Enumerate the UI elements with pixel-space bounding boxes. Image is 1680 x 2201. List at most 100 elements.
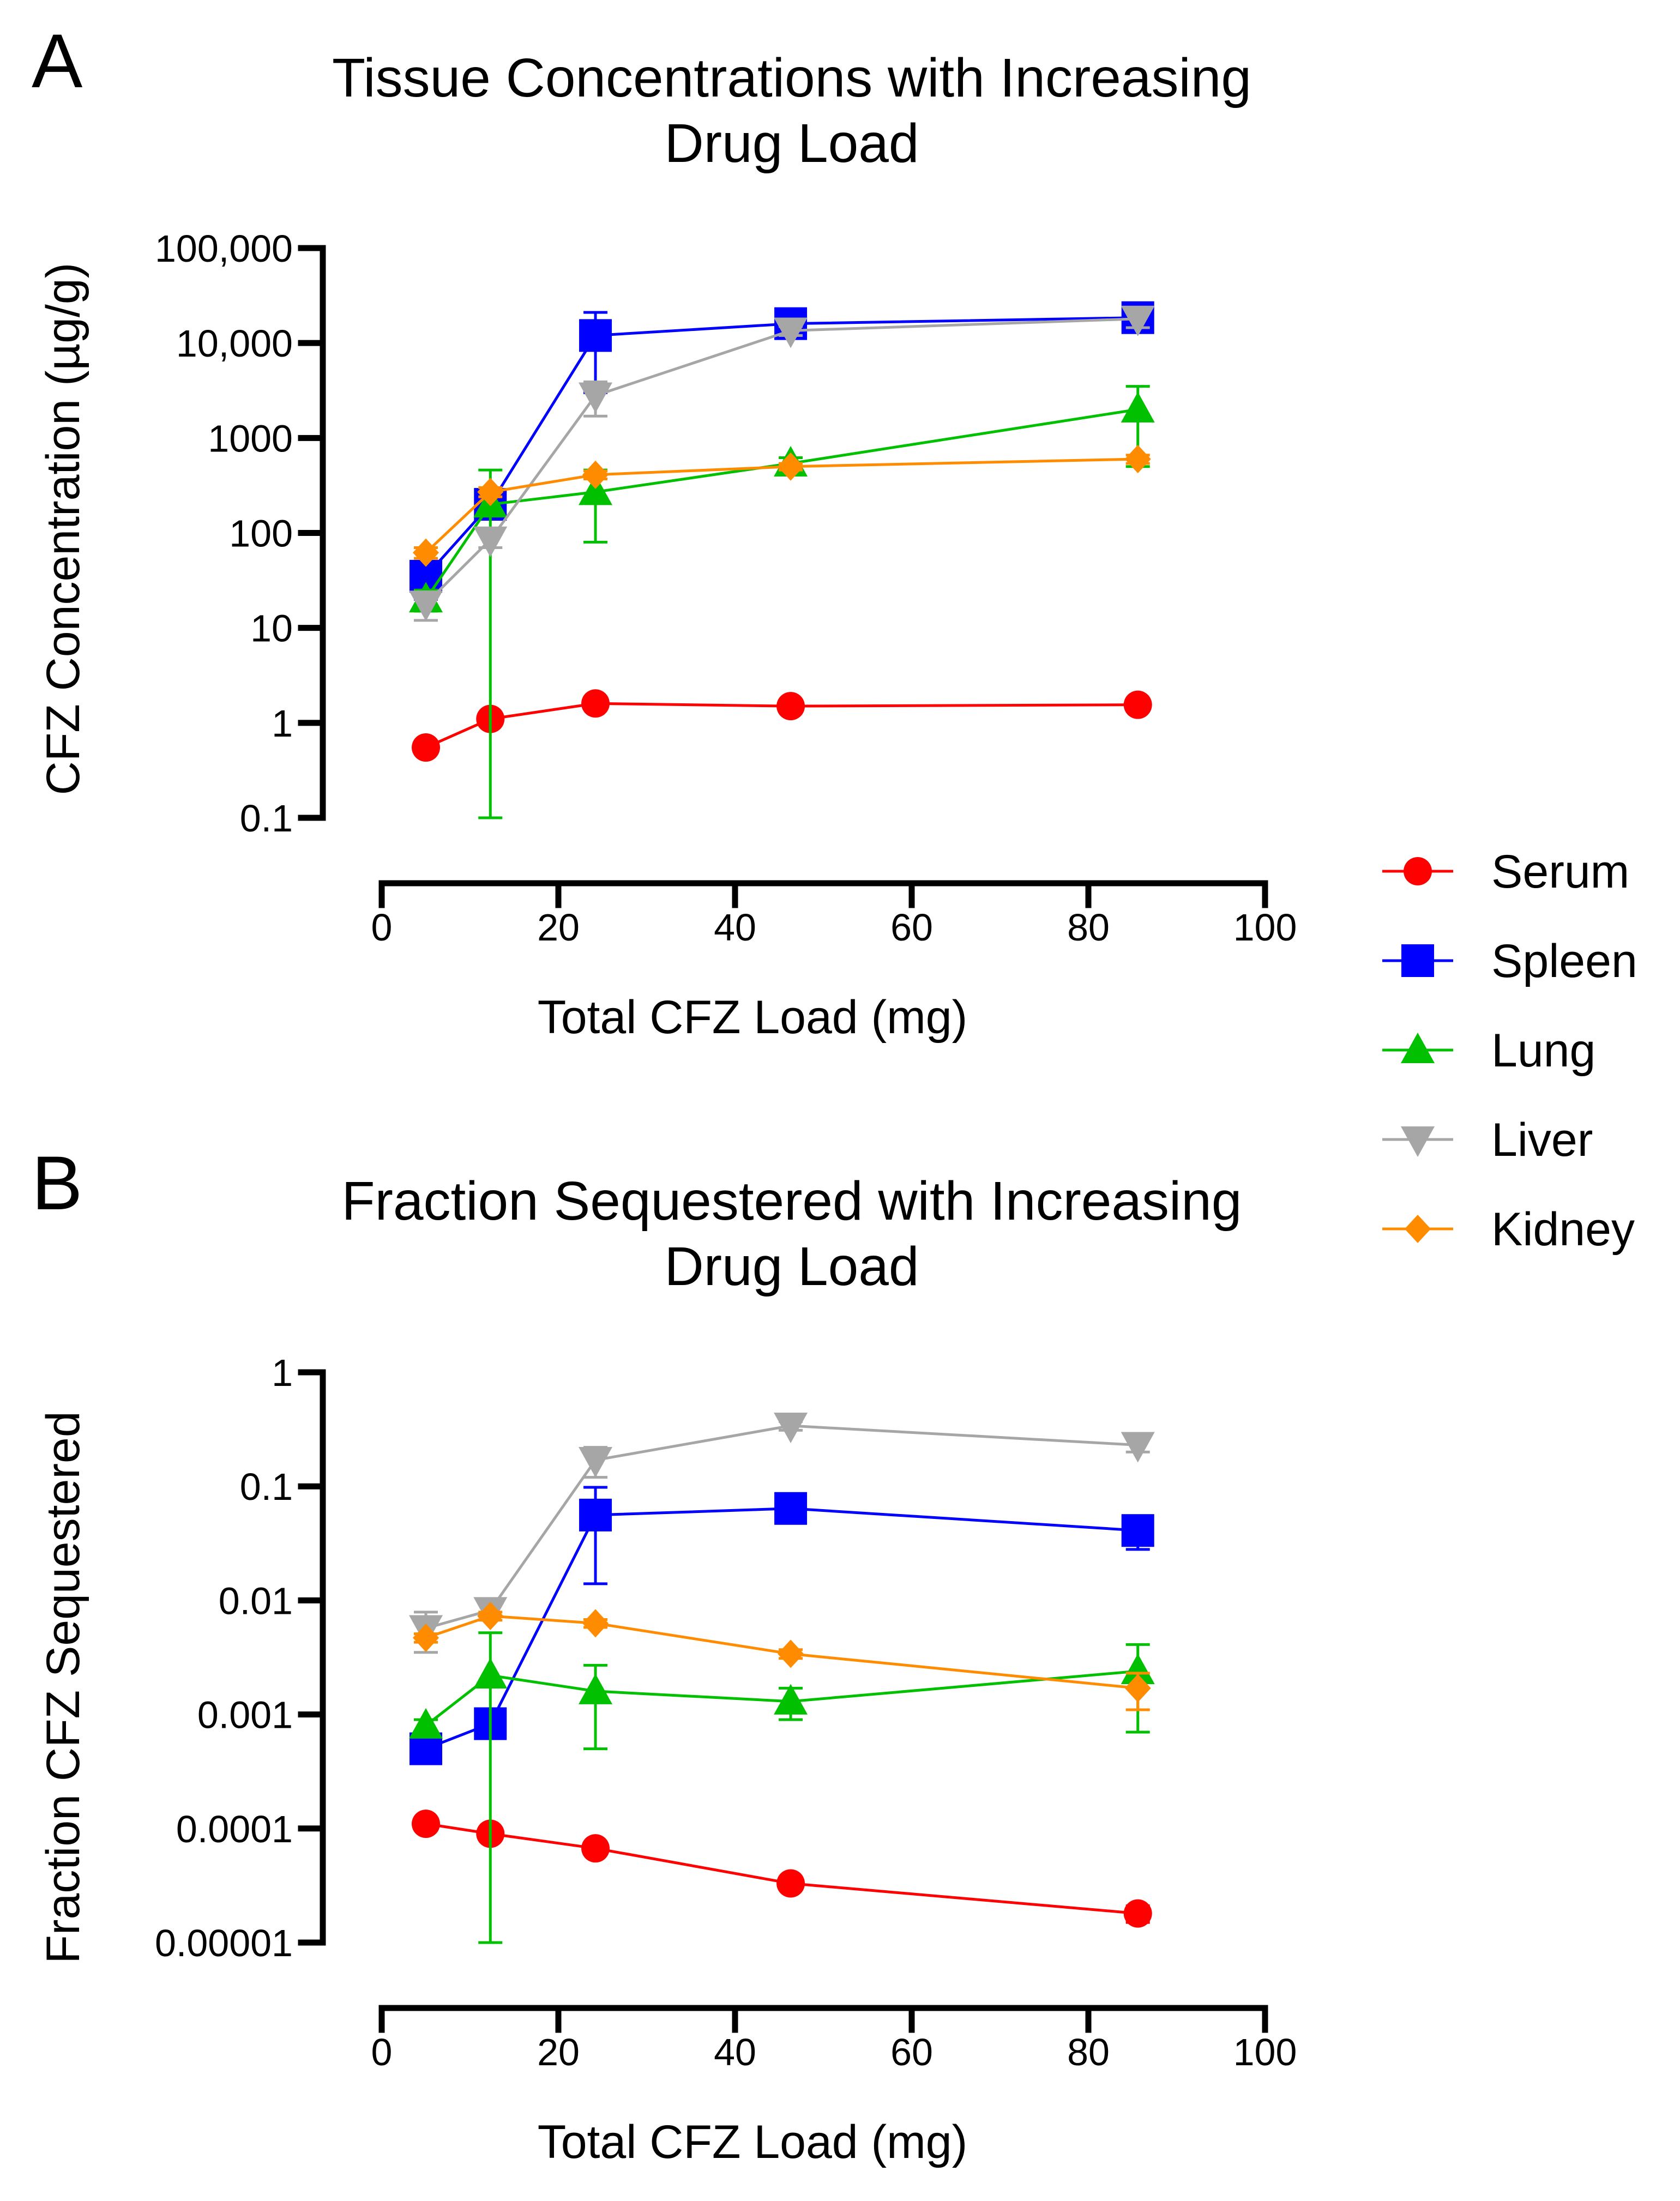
panel-a-chart: A Tissue Concentrations with Increasing … [32,18,1297,1044]
panel-b-serum-point [412,1810,440,1838]
panel-b-x-tick-label: 100 [1233,2031,1297,2073]
panel-b-x-tick-label: 60 [890,2031,933,2073]
legend-item-serum: Serum [1382,846,1629,898]
panel-a-x-axis-label: Total CFZ Load (mg) [538,991,968,1044]
panel-b-liver-point [579,1446,613,1478]
panel-b-serum-point [581,1834,610,1863]
legend-marker-lung [1401,1033,1435,1063]
panel-b-axes: 0.00001 0.0001 0.001 0.01 0.1 1 0 20 40 60 80 100 [155,1352,1297,2073]
panel-a-x-tick-label: 40 [714,906,756,949]
panel-b-kidney-point [582,1609,609,1638]
panel-b-serum-point [1123,1899,1152,1928]
panel-a-y-axis-label: CFZ Concentration (µg/g) [37,263,89,795]
panel-b-y-tick-label: 0.00001 [155,1922,293,1964]
panel-b-y-tick-label: 0.01 [219,1579,293,1622]
panel-b-x-tick-label: 0 [371,2031,393,2073]
panel-a-liver-point [473,526,508,557]
panel-a-kidney-point [778,452,804,481]
panel-a-kidney-point [477,478,504,506]
panel-b-lung-point [579,1673,613,1704]
panel-a-liver-point [1121,305,1155,336]
panel-b-lung-point [1121,1654,1155,1685]
legend-label-serum: Serum [1491,846,1629,898]
legend-item-liver: Liver [1382,1114,1593,1166]
panel-b-lung-point [473,1657,508,1689]
panel-a-title-line-2: Drug Load [665,113,919,174]
panel-b-lung-point [774,1684,808,1715]
legend-item-spleen: Spleen [1382,935,1637,987]
panel-a-serum-point [776,692,805,721]
panel-a-lung-point [579,474,613,505]
panel-a-serum-point [1123,690,1152,719]
panel-b-serum-point [776,1869,805,1898]
panel-a-y-tick-label: 10,000 [176,322,293,365]
panel-b-x-tick-label: 20 [537,2031,580,2073]
panel-a-y-tick-label: 10 [250,607,293,650]
panel-a-liver-point [579,382,613,413]
panel-a-label: A [32,18,83,104]
panel-a-lung-point [1121,391,1155,423]
panel-b-x-tick-label: 40 [714,2031,756,2073]
panel-b-y-tick-label: 1 [272,1352,293,1394]
panel-a-y-tick-label: 1000 [208,417,293,460]
panel-a-x-tick-label: 0 [371,906,393,949]
legend-item-kidney: Kidney [1382,1203,1635,1256]
panel-a-kidney-point [582,460,609,489]
panel-a-kidney-series [413,444,1151,567]
panel-a-x-tick-label: 60 [890,906,933,949]
panel-b-spleen-point [1121,1514,1154,1547]
panel-a-serum-series [412,689,1152,762]
panel-b-lung-point [409,1708,443,1739]
panel-b-plot-area [409,1413,1155,1944]
legend: Serum Spleen Lung Liver Kidney [1382,846,1637,1256]
legend-label-liver: Liver [1491,1114,1593,1166]
panel-a-y-tick-label: 0.1 [240,797,293,840]
panel-b-liver-point [1121,1432,1155,1463]
panel-b-title-line-2: Drug Load [665,1236,919,1297]
panel-a-y-tick-label: 100,000 [155,227,293,270]
panel-a-serum-point [581,689,610,718]
panel-b-kidney-point [1124,1674,1151,1703]
panel-a-liver-series [409,305,1155,622]
panel-b-kidney-point [477,1601,504,1630]
panel-a-kidney-point [413,538,439,567]
panel-b-kidney-series [413,1601,1151,1711]
panel-b-y-tick-label: 0.0001 [176,1808,293,1850]
panel-b-y-axis-label: Fraction CFZ Sequestered [37,1411,89,1963]
panel-a-title-line-1: Tissue Concentrations with Increasing [332,47,1251,108]
legend-label-spleen: Spleen [1491,935,1637,987]
panel-a-x-tick-label: 80 [1067,906,1110,949]
panel-b-kidney-point [413,1623,439,1652]
panel-b-serum-series [412,1810,1152,1928]
legend-label-kidney: Kidney [1491,1203,1635,1256]
panel-a-y-tick-label: 1 [272,702,293,745]
panel-a-liver-point [409,590,443,622]
panel-a-liver-point [774,317,808,348]
panel-b-kidney-point [778,1639,804,1668]
panel-b-y-tick-label: 0.001 [197,1694,293,1736]
panel-a-serum-point [412,733,440,762]
panel-b-x-axis-label: Total CFZ Load (mg) [538,2116,968,2168]
panel-a-kidney-point [1124,444,1151,473]
panel-a-y-tick-label: 100 [229,512,293,555]
panel-b-x-tick-label: 80 [1067,2031,1110,2073]
panel-a-plot-area [409,301,1155,819]
legend-item-lung: Lung [1382,1024,1595,1077]
legend-marker-serum [1404,857,1432,885]
panel-a-spleen-point [579,319,612,352]
panel-b-title-line-1: Fraction Sequestered with Increasing [342,1171,1242,1232]
panel-a-x-tick-label: 20 [537,906,580,949]
panel-b-label: B [32,1140,82,1226]
panel-b-spleen-point [579,1498,612,1531]
legend-marker-kidney [1405,1215,1431,1243]
panel-b-spleen-point [774,1492,808,1525]
legend-marker-liver [1401,1126,1435,1157]
panel-b-liver-point [774,1413,808,1444]
panel-a-x-tick-label: 100 [1233,906,1297,949]
legend-marker-spleen [1401,944,1434,977]
panel-a-axes: 0.1 1 10 100 1000 10,000 100,000 0 20 40 60 80 100 [155,227,1297,949]
panel-b-chart: B Fraction Sequestered with Increasing D… [32,1140,1297,2168]
panel-b-y-tick-label: 0.1 [240,1466,293,1508]
